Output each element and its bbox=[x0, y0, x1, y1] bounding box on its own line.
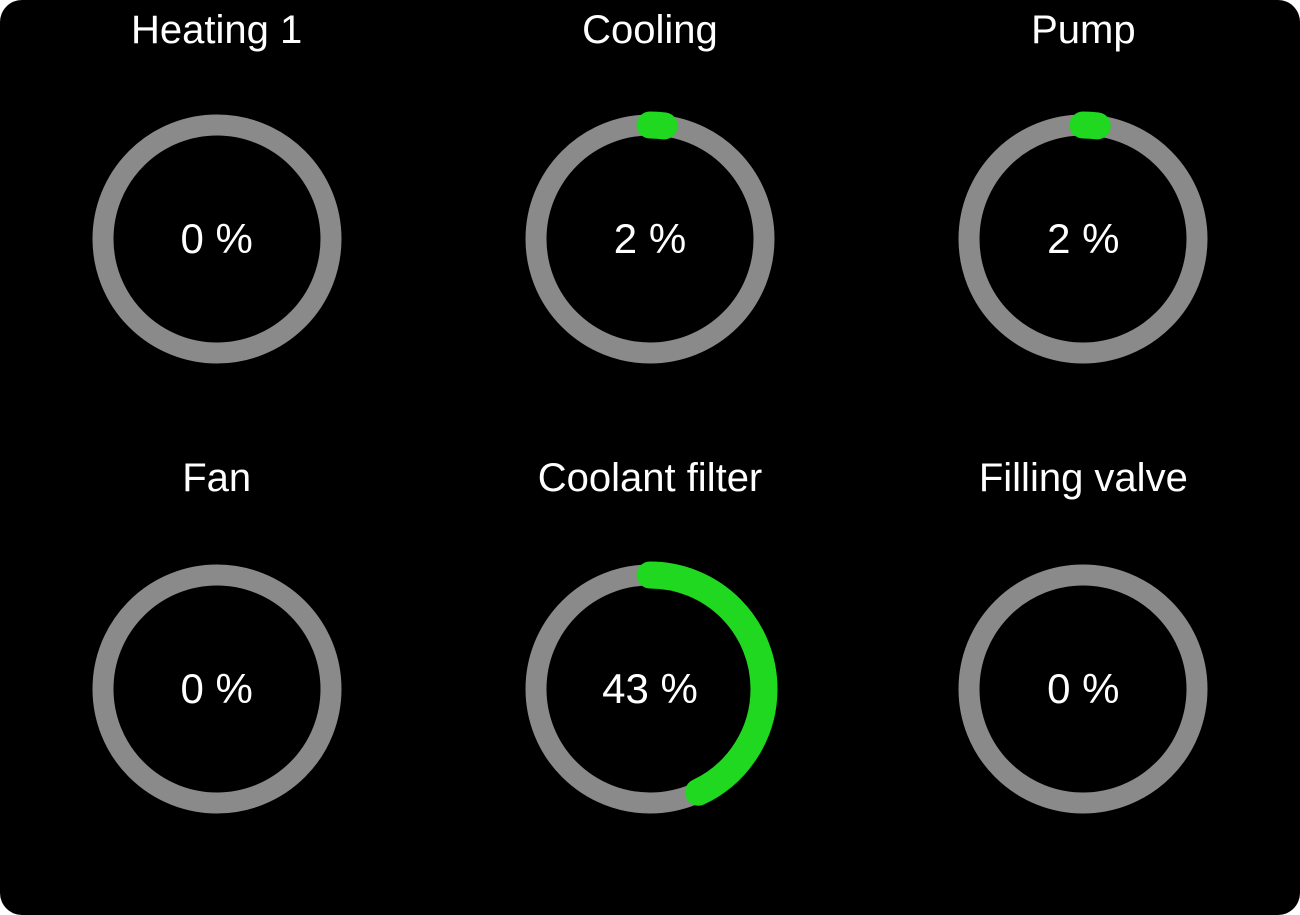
gauge-title: Pump bbox=[1031, 8, 1136, 52]
gauge-value: 0 % bbox=[180, 665, 253, 712]
gauge-track-ring bbox=[92, 114, 342, 364]
gauge-track-ring bbox=[958, 564, 1208, 814]
circular-gauge: 2 % bbox=[955, 111, 1211, 367]
gauge-value: 0 % bbox=[1047, 665, 1120, 712]
gauge-track-ring bbox=[92, 564, 342, 814]
gauge-ring-svg bbox=[92, 564, 342, 814]
gauge-value: 43 % bbox=[602, 665, 698, 712]
gauge-card-fan: Fan 0 % bbox=[0, 430, 433, 915]
circular-gauge: 2 % bbox=[522, 111, 778, 367]
gauge-title: Cooling bbox=[582, 8, 718, 52]
gauge-card-pump: Pump 2 % bbox=[867, 0, 1300, 430]
gauge-ring-svg bbox=[522, 561, 778, 817]
gauge-progress-arc bbox=[522, 111, 778, 367]
gauge-ring-svg bbox=[955, 111, 1211, 367]
gauge-value: 2 % bbox=[1047, 215, 1120, 262]
gauge-value: 0 % bbox=[180, 215, 253, 262]
gauge-title: Heating 1 bbox=[131, 8, 303, 52]
gauge-ring-svg bbox=[958, 564, 1208, 814]
circular-gauge: 0 % bbox=[92, 114, 342, 364]
circular-gauge: 0 % bbox=[92, 564, 342, 814]
circular-gauge: 0 % bbox=[958, 564, 1208, 814]
gauge-ring-svg bbox=[92, 114, 342, 364]
gauge-progress-arc bbox=[522, 561, 778, 817]
gauge-title: Fan bbox=[182, 456, 252, 500]
gauge-title: Coolant filter bbox=[537, 456, 763, 500]
gauge-value: 2 % bbox=[613, 215, 687, 262]
circular-gauge: 43 % bbox=[522, 561, 778, 817]
gauge-card-filling-valve: Filling valve 0 % bbox=[867, 430, 1300, 915]
gauge-card-coolant-filter: Coolant filter 43 % bbox=[433, 430, 866, 915]
gauge-card-heating-1: Heating 1 0 % bbox=[0, 0, 433, 430]
gauge-title: Filling valve bbox=[978, 456, 1188, 500]
gauge-card-cooling: Cooling 2 % bbox=[433, 0, 866, 430]
gauge-ring-svg bbox=[522, 111, 778, 367]
gauge-progress-arc bbox=[955, 111, 1211, 367]
